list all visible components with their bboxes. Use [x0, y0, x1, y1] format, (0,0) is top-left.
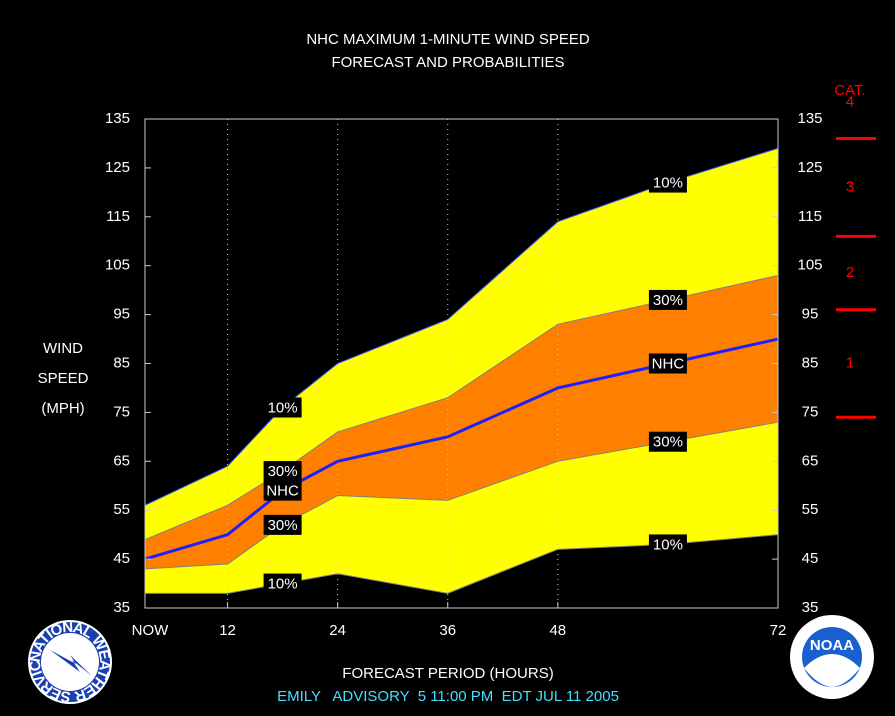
series-label-box	[648, 431, 687, 452]
series-label-box	[263, 397, 302, 418]
y-tick-label: 135	[105, 110, 130, 127]
x-tick-label: 72	[770, 622, 787, 639]
y-tick-label: 35	[113, 599, 130, 616]
series-label-box	[648, 534, 687, 555]
category-label: 3	[846, 178, 854, 195]
series-label-box	[648, 172, 687, 193]
series-label-box	[263, 573, 302, 594]
chart-title: NHC MAXIMUM 1-MINUTE WIND SPEED	[306, 31, 590, 48]
y2-tick-label: 125	[797, 159, 822, 176]
series-label: NHC	[652, 355, 685, 372]
y2-tick-label: 105	[797, 257, 822, 274]
x-tick-label: 24	[329, 622, 346, 639]
y2-tick-label: 95	[802, 306, 819, 323]
logo-text: NOAA	[810, 637, 854, 654]
series-label: NHC	[266, 483, 299, 500]
y-tick-label: 95	[113, 306, 130, 323]
y2-tick-label: 35	[802, 599, 819, 616]
series-label: 30%	[653, 292, 683, 309]
y-tick-label: 75	[113, 403, 130, 420]
category-label: 4	[846, 94, 854, 111]
series-label-box	[263, 480, 302, 501]
y2-tick-label: 45	[802, 550, 819, 567]
x-tick-label: 48	[549, 622, 566, 639]
series-label-box	[648, 289, 687, 310]
y-tick-label: 125	[105, 159, 130, 176]
y-axis-label: (MPH)	[41, 400, 84, 417]
series-label: 10%	[268, 576, 298, 593]
series-label: 10%	[268, 399, 298, 416]
category-label: 2	[846, 264, 854, 281]
y2-tick-label: 115	[798, 208, 822, 225]
x-tick-label: 36	[439, 622, 456, 639]
logo-bolt	[50, 650, 92, 676]
y-tick-label: 55	[113, 501, 130, 518]
x-tick-label: 12	[219, 622, 236, 639]
logo-bird	[804, 654, 860, 687]
series-label: 10%	[653, 175, 683, 192]
category-title: CAT.	[834, 82, 865, 99]
series-label-box	[263, 461, 302, 482]
x-axis-label: FORECAST PERIOD (HOURS)	[342, 665, 553, 682]
y2-tick-label: 85	[802, 354, 819, 371]
series-label: 30%	[268, 463, 298, 480]
series-label: 10%	[653, 536, 683, 553]
noaa-logo: NOAA	[790, 615, 874, 699]
y2-tick-label: 135	[797, 110, 822, 127]
series-label: 30%	[653, 434, 683, 451]
y2-tick-label: 75	[802, 403, 819, 420]
probability-band	[145, 275, 778, 569]
y-axis-label: SPEED	[38, 370, 89, 387]
y2-tick-label: 55	[802, 501, 819, 518]
category-label: 1	[846, 354, 854, 371]
series-label-box	[648, 353, 687, 374]
x-tick-label: NOW	[132, 622, 170, 639]
y-tick-label: 45	[113, 550, 130, 567]
series-label-box	[263, 514, 302, 535]
series-label: 30%	[268, 517, 298, 534]
y-tick-label: 105	[105, 257, 130, 274]
y-tick-label: 85	[113, 354, 130, 371]
chart-subtitle: FORECAST AND PROBABILITIES	[331, 54, 564, 71]
footer: EMILY ADVISORY 5 11:00 PM EDT JUL 11 200…	[277, 688, 619, 705]
y-axis-label: WIND	[43, 340, 83, 357]
y-tick-label: 65	[113, 452, 130, 469]
y2-tick-label: 65	[802, 452, 819, 469]
y-tick-label: 115	[106, 208, 130, 225]
